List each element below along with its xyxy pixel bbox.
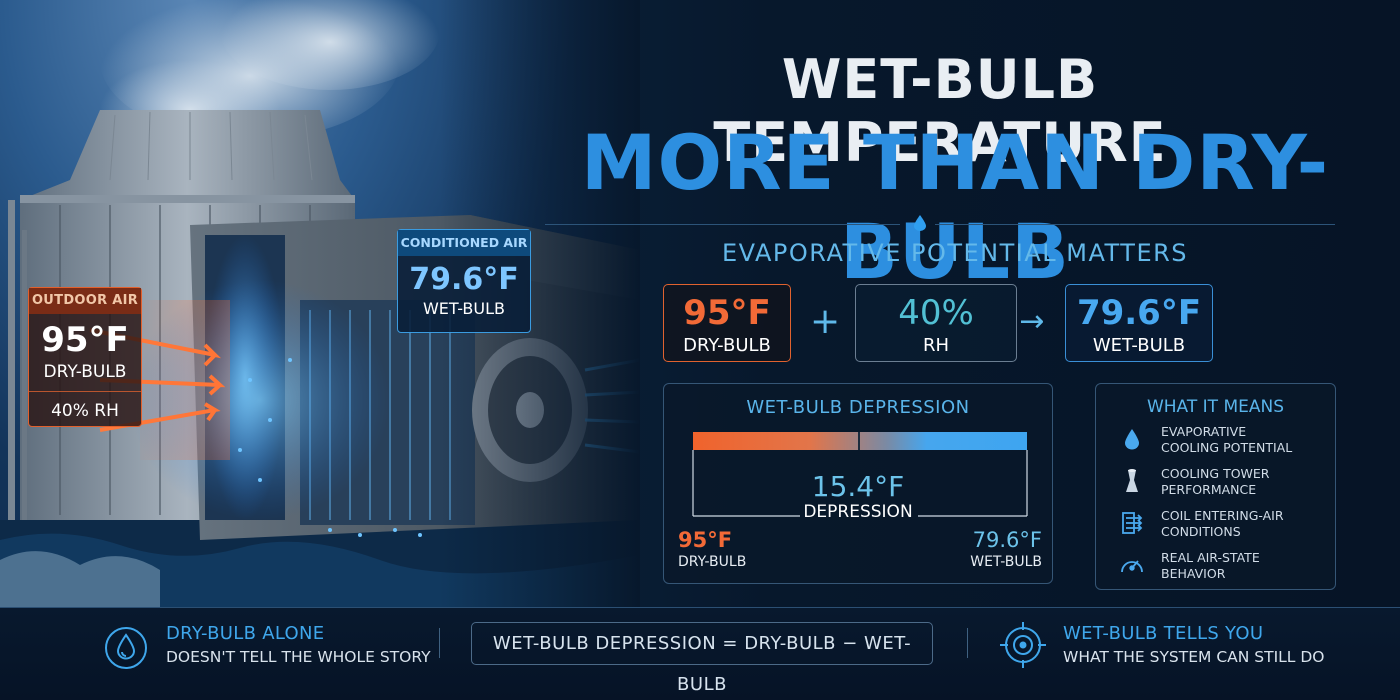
depression-bracket	[692, 432, 1028, 517]
wet-bulb-depression-panel: WET-BULB DEPRESSION 15.4°F DEPRESSION 95…	[663, 383, 1053, 584]
meaning-item-text: REAL AIR-STATE BEHAVIOR	[1161, 550, 1260, 582]
depression-left-value: 95°F	[678, 528, 733, 552]
plus-sign: +	[810, 301, 841, 342]
water-drop-icon	[1119, 426, 1145, 452]
conditioned-air-label: WET-BULB	[422, 299, 505, 318]
conditioned-air-callout: CONDITIONED AIR 79.6°F WET-BULB	[397, 229, 531, 333]
footer-right-subtext: WHAT THE SYSTEM CAN STILL DO	[1063, 648, 1325, 666]
title-line-2: MORE THAN DRY-BULB	[580, 118, 1330, 296]
meaning-item-text: EVAPORATIVE COOLING POTENTIAL	[1161, 424, 1292, 456]
meaning-line-2: CONDITIONS	[1161, 524, 1241, 539]
coil-icon	[1119, 510, 1145, 536]
cooling-tower-icon	[1119, 468, 1145, 494]
conditioned-air-temp: 79.6°F	[409, 262, 519, 297]
wet-bulb-label: WET-BULB	[1092, 335, 1186, 356]
title-line-1: WET-BULB TEMPERATURE	[713, 48, 1167, 174]
conditioned-air-tag: CONDITIONED AIR	[398, 230, 530, 256]
water-drop-circle-icon	[104, 626, 148, 674]
footer-left-subtext: DOESN'T TELL THE WHOLE STORY	[166, 648, 431, 666]
rh-value: 40%	[898, 293, 974, 333]
depression-right-label: WET-BULB	[970, 554, 1042, 570]
title-divider-left	[545, 224, 900, 225]
water-drop-icon	[914, 215, 926, 235]
footer-right-heading: WET-BULB TELLS YOU	[1063, 623, 1264, 644]
wet-bulb-box: 79.6°F WET-BULB	[1065, 284, 1213, 362]
meaning-line-2: COOLING POTENTIAL	[1161, 440, 1293, 455]
outdoor-air-label: DRY-BULB	[43, 362, 127, 382]
footer-separator	[967, 628, 968, 658]
what-it-means-panel: WHAT IT MEANS EVAPORATIVE COOLING POTENT…	[1095, 383, 1336, 590]
depression-heading: WET-BULB DEPRESSION	[746, 397, 970, 418]
outdoor-air-tag: OUTDOOR AIR	[29, 288, 141, 314]
depression-left-label: DRY-BULB	[678, 554, 747, 570]
footer-bar	[0, 608, 1400, 700]
meaning-item-evaporative: EVAPORATIVE COOLING POTENTIAL	[1119, 424, 1329, 460]
meaning-item-coil: COIL ENTERING-AIR CONDITIONS	[1119, 508, 1329, 544]
meaning-item-text: COIL ENTERING-AIR CONDITIONS	[1161, 508, 1284, 540]
footer-divider	[0, 607, 1400, 608]
depression-right-value: 79.6°F	[972, 528, 1042, 552]
target-icon	[998, 620, 1048, 674]
dry-bulb-value: 95°F	[683, 293, 771, 333]
depression-label: DEPRESSION	[803, 502, 913, 522]
cooling-tower-illustration: OUTDOOR AIR 95°F DRY-BULB 40% RH CONDITI…	[0, 0, 640, 610]
dry-bulb-label: DRY-BULB	[683, 335, 771, 356]
meaning-line-2: BEHAVIOR	[1161, 566, 1226, 581]
gauge-icon	[1119, 552, 1145, 578]
outdoor-air-temp: 95°F	[41, 320, 129, 360]
depression-value: 15.4°F	[811, 470, 905, 503]
meaning-line-1: COOLING TOWER	[1161, 466, 1270, 481]
rh-label: RH	[922, 335, 950, 356]
outdoor-air-rh: 40% RH	[29, 391, 141, 421]
warm-air-arrows	[89, 300, 230, 460]
meaning-line-2: PERFORMANCE	[1161, 482, 1257, 497]
title-divider-right	[935, 224, 1335, 225]
what-it-means-heading: WHAT IT MEANS	[1146, 397, 1285, 417]
formula-box: WET-BULB DEPRESSION = DRY-BULB − WET-BUL…	[471, 622, 933, 695]
outdoor-air-callout: OUTDOOR AIR 95°F DRY-BULB 40% RH	[28, 287, 142, 427]
wet-bulb-value: 79.6°F	[1076, 293, 1202, 333]
meaning-line-1: EVAPORATIVE	[1161, 424, 1247, 439]
meaning-line-1: COIL ENTERING-AIR	[1161, 508, 1284, 523]
meaning-item-cooling-tower: COOLING TOWER PERFORMANCE	[1119, 466, 1329, 502]
rh-box: 40% RH	[855, 284, 1017, 362]
dry-bulb-box: 95°F DRY-BULB	[663, 284, 791, 362]
meaning-item-text: COOLING TOWER PERFORMANCE	[1161, 466, 1269, 498]
footer-left-heading: DRY-BULB ALONE	[166, 623, 325, 644]
subtitle: EVAPORATIVE POTENTIAL MATTERS	[721, 239, 1189, 267]
footer-separator	[439, 628, 440, 658]
meaning-item-air-state: REAL AIR-STATE BEHAVIOR	[1119, 550, 1329, 586]
arrow-right-icon: →	[1019, 304, 1045, 339]
meaning-line-1: REAL AIR-STATE	[1161, 550, 1260, 565]
